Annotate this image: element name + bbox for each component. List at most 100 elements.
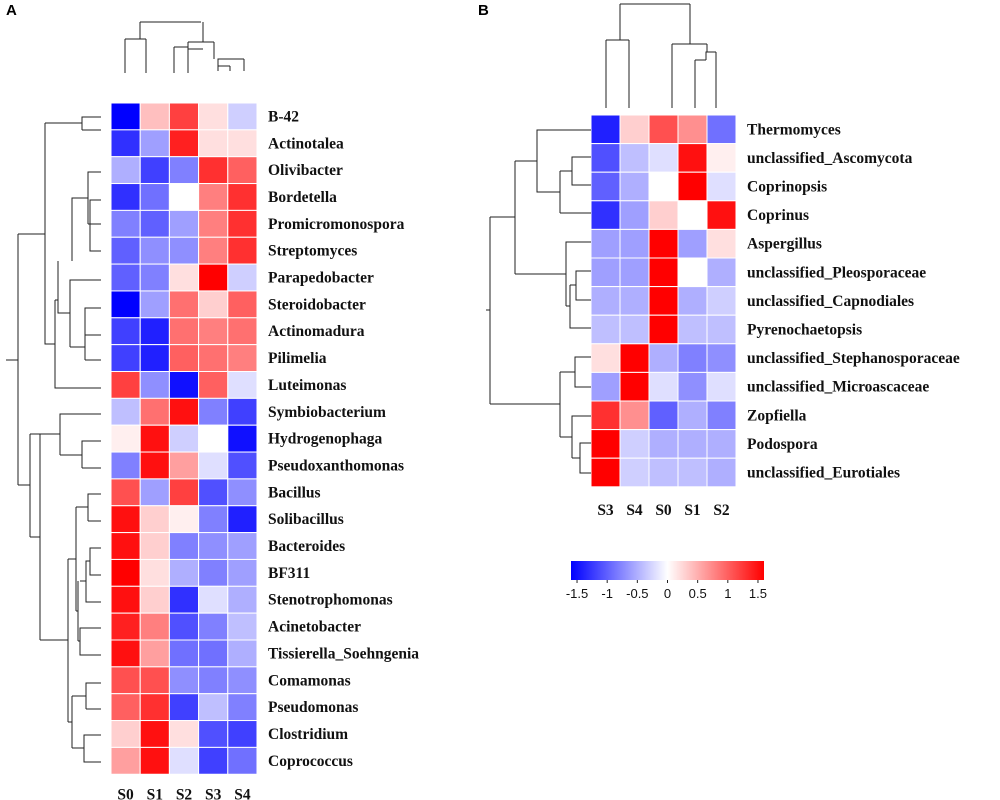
heatmap-cell-pseudomonas-s1 — [139, 693, 170, 722]
row-label-unclassified-ascomycota: unclassified_Ascomycota — [747, 150, 913, 167]
heatmap-cell-bacillus-s3 — [198, 478, 229, 507]
heatmap-cell-parapedobacter-s3 — [198, 263, 229, 292]
heatmap-cell-promicromonospora-s2 — [168, 209, 200, 238]
heatmap-cell-unclassified-microascaceae-s1 — [677, 371, 708, 402]
color-scale-tick-label: -1.5 — [566, 586, 588, 601]
column-label-s4: S4 — [626, 502, 643, 519]
heatmap-cell-thermomyces-s3 — [590, 114, 621, 145]
heatmap-cell-pseudoxanthomonas-s2 — [168, 451, 200, 480]
row-label-stenotrophomonas: Stenotrophomonas — [268, 592, 393, 609]
row-label-unclassified-capnodiales: unclassified_Capnodiales — [747, 293, 914, 310]
heatmap-cell-pseudomonas-s0 — [110, 693, 141, 722]
heatmap-cell-b-42-s2 — [168, 102, 200, 131]
heatmap-cell-streptomyces-s0 — [110, 236, 141, 265]
column-label-s2: S2 — [713, 502, 730, 519]
heatmap-cell-thermomyces-s4 — [619, 114, 650, 145]
heatmap-cell-steroidobacter-s4 — [227, 290, 258, 319]
heatmap-cell-tissierella-soehngenia-s3 — [198, 639, 229, 668]
heatmap-cell-promicromonospora-s0 — [110, 209, 141, 238]
heatmap-cell-pilimelia-s2 — [168, 344, 200, 372]
heatmap-cell-actinotalea-s1 — [139, 129, 170, 158]
heatmap-cell-olivibacter-s2 — [168, 156, 200, 185]
heatmap-cell-olivibacter-s0 — [110, 156, 141, 185]
heatmap-cell-actinomadura-s3 — [198, 317, 229, 346]
heatmap-cell-aspergillus-s3 — [590, 228, 621, 259]
heatmap-b-row-dendrogram — [486, 129, 591, 474]
heatmap-a-cells — [110, 102, 258, 775]
row-label-aspergillus: Aspergillus — [747, 236, 822, 253]
row-label-bf311: BF311 — [268, 565, 310, 582]
heatmap-cell-unclassified-capnodiales-s2 — [706, 286, 737, 316]
heatmap-cell-unclassified-ascomycota-s2 — [706, 143, 737, 173]
row-label-thermomyces: Thermomyces — [747, 121, 841, 138]
row-label-luteimonas: Luteimonas — [268, 377, 346, 394]
heatmap-a: B-42 Actinotalea Olivibacter Bordetella Prom… — [6, 21, 419, 800]
heatmap-cell-pseudomonas-s2 — [168, 693, 200, 722]
heatmap-cell-unclassified-ascomycota-s4 — [619, 143, 650, 173]
heatmap-cell-thermomyces-s1 — [677, 114, 708, 145]
heatmap-cell-acinetobacter-s1 — [139, 612, 170, 641]
heatmap-cell-luteimonas-s2 — [168, 371, 200, 399]
heatmap-cell-solibacillus-s4 — [227, 505, 258, 534]
heatmap-cell-unclassified-pleosporaceae-s3 — [590, 257, 621, 288]
heatmap-cell-comamonas-s0 — [110, 666, 141, 695]
heatmap-cell-coprinus-s2 — [706, 200, 737, 230]
heatmap-cell-olivibacter-s3 — [198, 156, 229, 185]
heatmap-cell-coprinopsis-s1 — [677, 171, 708, 202]
row-label-actinotalea: Actinotalea — [268, 135, 344, 152]
heatmap-cell-unclassified-eurotiales-s1 — [677, 457, 708, 488]
color-scale-tick-label: -1 — [601, 586, 613, 601]
heatmap-cell-unclassified-stephanosporaceae-s3 — [590, 343, 621, 373]
heatmap-cell-podospora-s4 — [619, 429, 650, 459]
heatmap-cell-podospora-s3 — [590, 429, 621, 459]
heatmap-cell-podospora-s1 — [677, 429, 708, 459]
heatmap-cell-comamonas-s3 — [198, 666, 229, 695]
heatmap-b-column-labels: S3 S4 S0 S1 S2 — [597, 502, 730, 519]
heatmap-cell-pseudomonas-s3 — [198, 693, 229, 722]
heatmap-cell-symbiobacterium-s1 — [139, 397, 170, 426]
heatmap-cell-coprococcus-s3 — [198, 746, 229, 775]
heatmap-cell-bf311-s1 — [139, 558, 170, 587]
row-label-tissierella-soehngenia: Tissierella_Soehngenia — [268, 645, 419, 662]
heatmap-cell-aspergillus-s2 — [706, 228, 737, 259]
row-label-promicromonospora: Promicromonospora — [268, 216, 405, 233]
heatmap-cell-streptomyces-s2 — [168, 236, 200, 265]
row-label-parapedobacter: Parapedobacter — [268, 270, 374, 287]
row-label-coprococcus: Coprococcus — [268, 753, 353, 770]
heatmap-cell-solibacillus-s0 — [110, 505, 141, 534]
heatmap-cell-symbiobacterium-s3 — [198, 397, 229, 426]
heatmap-b: Thermomyces unclassified_Ascomycota Coprin… — [486, 3, 960, 519]
heatmap-cell-parapedobacter-s2 — [168, 263, 200, 292]
heatmap-a-row-labels: B-42 Actinotalea Olivibacter Bordetella Prom… — [268, 108, 419, 769]
heatmap-cell-bacillus-s2 — [168, 478, 200, 507]
row-label-pilimelia: Pilimelia — [268, 350, 327, 367]
row-label-bacteroides: Bacteroides — [268, 538, 345, 555]
column-label-s3: S3 — [597, 502, 614, 519]
heatmap-b-column-dendrogram — [605, 3, 717, 108]
heatmap-cell-parapedobacter-s0 — [110, 263, 141, 292]
heatmap-cell-acinetobacter-s2 — [168, 612, 200, 641]
heatmap-cell-unclassified-capnodiales-s0 — [648, 286, 679, 316]
heatmap-cell-pyrenochaetopsis-s3 — [590, 314, 621, 345]
heatmap-cell-coprinopsis-s0 — [648, 171, 679, 202]
column-label-s0: S0 — [655, 502, 672, 519]
row-label-b-42: B-42 — [268, 108, 299, 125]
heatmap-cell-aspergillus-s1 — [677, 228, 708, 259]
heatmap-cell-coprinopsis-s3 — [590, 171, 621, 202]
heatmap-cell-unclassified-stephanosporaceae-s4 — [619, 343, 650, 373]
heatmap-cell-pyrenochaetopsis-s2 — [706, 314, 737, 345]
row-label-bacillus: Bacillus — [268, 484, 321, 501]
heatmap-cell-actinotalea-s4 — [227, 129, 258, 158]
heatmap-cell-b-42-s3 — [198, 102, 229, 131]
heatmap-cell-zopfiella-s4 — [619, 400, 650, 431]
heatmap-cell-b-42-s1 — [139, 102, 170, 131]
heatmap-cell-unclassified-capnodiales-s1 — [677, 286, 708, 316]
heatmap-cell-pseudoxanthomonas-s0 — [110, 451, 141, 480]
heatmap-cell-tissierella-soehngenia-s1 — [139, 639, 170, 668]
heatmap-cell-comamonas-s4 — [227, 666, 258, 695]
heatmap-cell-acinetobacter-s4 — [227, 612, 258, 641]
heatmap-cell-coprinus-s3 — [590, 200, 621, 230]
row-label-olivibacter: Olivibacter — [268, 162, 343, 179]
heatmap-cell-unclassified-stephanosporaceae-s0 — [648, 343, 679, 373]
